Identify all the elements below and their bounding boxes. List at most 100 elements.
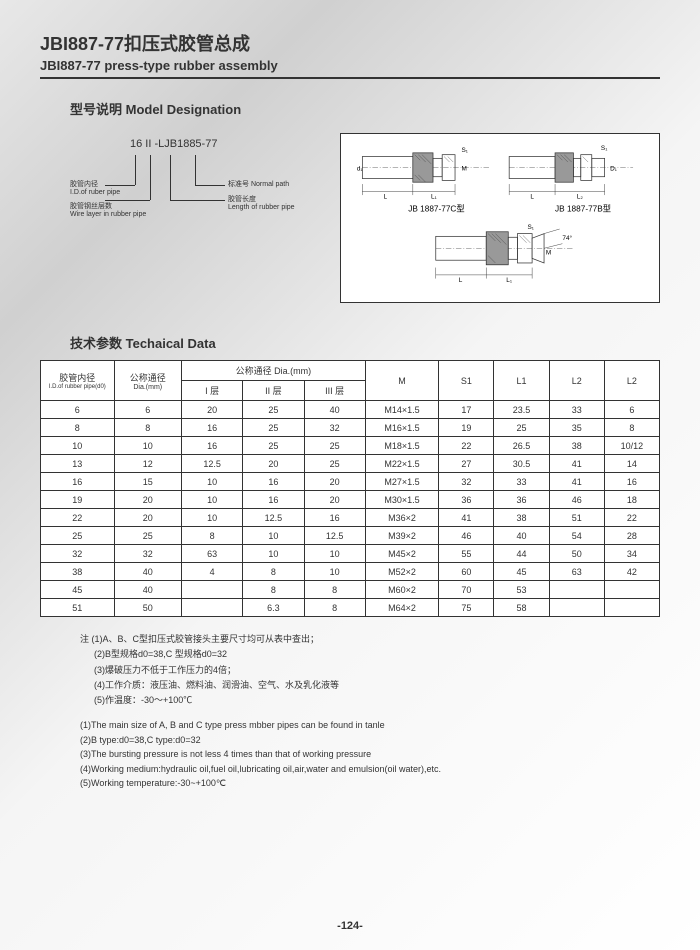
th-dia-cn: 公称通径 xyxy=(117,371,179,384)
table-cell: 33 xyxy=(549,401,604,419)
table-cell: 8 xyxy=(304,599,365,617)
table-cell: 6 xyxy=(604,401,659,419)
table-cell xyxy=(604,581,659,599)
table-cell: 8 xyxy=(243,563,304,581)
table-cell: 53 xyxy=(494,581,549,599)
th-id-cn: 胶管内径 xyxy=(43,371,112,384)
th-l2: L2 xyxy=(549,361,604,401)
table-row: 252581012.5M39×246405428 xyxy=(41,527,660,545)
page-title-en: JBI887-77 press-type rubber assembly xyxy=(40,58,660,73)
table-cell: 12.5 xyxy=(243,509,304,527)
table-cell: 26.5 xyxy=(494,437,549,455)
table-cell: 25 xyxy=(304,455,365,473)
table-cell: 22 xyxy=(604,509,659,527)
technical-drawing-box: L L₁ d₁ S₁ M xyxy=(340,133,660,303)
table-cell: 27 xyxy=(439,455,494,473)
table-cell: 54 xyxy=(549,527,604,545)
svg-text:L: L xyxy=(530,194,534,201)
table-cell: 38 xyxy=(494,509,549,527)
svg-text:L₁: L₁ xyxy=(431,194,437,201)
note-cn-2: (2)B型规格d0=38,C 型规格d0=32 xyxy=(80,647,620,662)
table-cell: 20 xyxy=(114,491,181,509)
table-cell: 12.5 xyxy=(304,527,365,545)
th-l1: L1 xyxy=(494,361,549,401)
table-cell: 25 xyxy=(304,437,365,455)
table-body: 66202540M14×1.51723.533688162532M16×1.51… xyxy=(41,401,660,617)
table-head: 胶管内径 I.D.of rubber pipe(d0) 公称通径 Dia.(mm… xyxy=(41,361,660,401)
table-cell: 44 xyxy=(494,545,549,563)
label-wire-cn: 胶管钢丝层数 xyxy=(70,203,112,210)
note-cn-5: (5)作温度：-30～+100℃ xyxy=(80,693,620,708)
table-cell: M14×1.5 xyxy=(365,401,439,419)
table-cell: 46 xyxy=(549,491,604,509)
table-cell: 10 xyxy=(243,527,304,545)
svg-text:S₁: S₁ xyxy=(601,145,607,152)
table-cell: 22 xyxy=(439,437,494,455)
table-cell: M18×1.5 xyxy=(365,437,439,455)
table-cell: 12 xyxy=(114,455,181,473)
table-cell: 28 xyxy=(604,527,659,545)
table-cell: 30.5 xyxy=(494,455,549,473)
table-cell: 10 xyxy=(114,437,181,455)
label-id-cn: 胶管内径 xyxy=(70,181,98,188)
table-row: 454088M60×27053 xyxy=(41,581,660,599)
table-cell: 10 xyxy=(181,491,242,509)
svg-text:d₁: d₁ xyxy=(357,165,363,172)
table-row: 1615101620M27×1.532334116 xyxy=(41,473,660,491)
table-cell: 40 xyxy=(304,401,365,419)
table-cell: 8 xyxy=(41,419,115,437)
notes-chinese: 注 (1)A、B、C型扣压式胶管接头主要尺寸均可从表中查出； (2)B型规格d0… xyxy=(80,632,620,708)
note-en-3: (3)The bursting pressure is not less 4 t… xyxy=(80,747,620,761)
svg-text:S₁: S₁ xyxy=(528,224,534,231)
table-cell: 8 xyxy=(114,419,181,437)
table-cell: 20 xyxy=(304,473,365,491)
label-wire-en: Wire layer in rubber pipe xyxy=(70,211,146,218)
label-len-en: Length of rubber pipe xyxy=(228,204,295,211)
table-cell xyxy=(604,599,659,617)
table-cell xyxy=(181,599,242,617)
table-cell: 16 xyxy=(243,473,304,491)
table-cell: 10/12 xyxy=(604,437,659,455)
table-cell: 6 xyxy=(114,401,181,419)
table-cell: 10 xyxy=(181,473,242,491)
table-cell: 32 xyxy=(439,473,494,491)
notes-english: (1)The main size of A, B and C type pres… xyxy=(80,718,620,790)
table-cell: 38 xyxy=(549,437,604,455)
note-en-5: (5)Working temperature:-30~+100℃ xyxy=(80,776,620,790)
table-cell: 10 xyxy=(181,509,242,527)
th-dia-en: Dia.(mm) xyxy=(117,384,179,391)
th-layer2: II 层 xyxy=(243,381,304,401)
table-cell: 19 xyxy=(41,491,115,509)
table-cell: 40 xyxy=(114,581,181,599)
technical-data-table: 胶管内径 I.D.of rubber pipe(d0) 公称通径 Dia.(mm… xyxy=(40,360,660,617)
table-cell: 15 xyxy=(114,473,181,491)
table-cell: 41 xyxy=(549,473,604,491)
page-header: JBI887-77扣压式胶管总成 JBI887-77 press-type ru… xyxy=(40,30,660,79)
table-cell: 18 xyxy=(604,491,659,509)
svg-text:L₁: L₁ xyxy=(506,277,512,284)
table-row: 66202540M14×1.51723.5336 xyxy=(41,401,660,419)
tech-section-title: 技术参数 Techaical Data xyxy=(70,333,660,352)
diagram-label-c: JB 1887-77C型 xyxy=(408,205,464,214)
table-cell: 23.5 xyxy=(494,401,549,419)
table-cell: 46 xyxy=(439,527,494,545)
table-cell: 50 xyxy=(114,599,181,617)
table-cell: 16 xyxy=(243,491,304,509)
table-cell: 25 xyxy=(494,419,549,437)
table-cell xyxy=(549,581,604,599)
svg-text:S₁: S₁ xyxy=(461,147,467,154)
table-cell: 22 xyxy=(41,509,115,527)
svg-text:D₁: D₁ xyxy=(610,165,617,172)
table-row: 22201012.516M36×241385122 xyxy=(41,509,660,527)
table-cell: 25 xyxy=(243,437,304,455)
table-cell: 20 xyxy=(114,509,181,527)
table-cell: 41 xyxy=(439,509,494,527)
table-cell: 16 xyxy=(304,509,365,527)
label-len-cn: 胶管长度 xyxy=(228,196,256,203)
table-cell: 50 xyxy=(549,545,604,563)
table-cell: 19 xyxy=(439,419,494,437)
table-cell: 6 xyxy=(41,401,115,419)
fitting-diagram-svg: L L₁ d₁ S₁ M xyxy=(347,140,653,296)
table-cell: 45 xyxy=(41,581,115,599)
model-section-title: 型号说明 Model Designation xyxy=(70,99,660,118)
